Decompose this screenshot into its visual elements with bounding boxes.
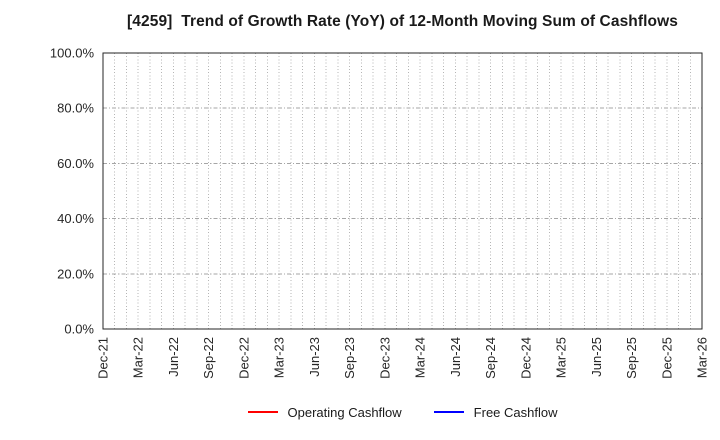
x-tick-label: Sep-23 <box>342 337 357 379</box>
y-tick-label: 80.0% <box>57 101 94 116</box>
x-tick-label: Jun-22 <box>166 337 181 377</box>
y-tick-label: 20.0% <box>57 266 94 281</box>
x-tick-label: Sep-22 <box>201 337 216 379</box>
y-tick-label: 0.0% <box>64 322 94 337</box>
x-tick-label: Mar-24 <box>413 337 428 378</box>
legend-item-free-cashflow: Free Cashflow <box>433 404 558 420</box>
x-tick-label: Sep-25 <box>624 337 639 379</box>
x-tick-label: Mar-23 <box>272 337 287 378</box>
plot-border <box>102 52 703 330</box>
x-tick-label: Dec-22 <box>236 337 251 379</box>
x-tick-label: Dec-24 <box>518 337 533 379</box>
x-tick-label: Mar-25 <box>554 337 569 378</box>
x-tick-label: Dec-25 <box>659 337 674 379</box>
operating-cashflow-line-swatch <box>247 410 278 414</box>
x-tick-label: Dec-21 <box>96 337 111 379</box>
x-tick-label: Dec-23 <box>377 337 392 379</box>
x-tick-label: Mar-26 <box>695 337 710 378</box>
x-tick-label: Jun-23 <box>307 337 322 377</box>
legend-label-operating-cashflow: Operating Cashflow <box>287 404 402 420</box>
legend: Operating Cashflow Free Cashflow <box>103 403 702 421</box>
plot-area: 0.0% 20.0% 40.0% 60.0% 80.0% 100.0% Dec-21 Mar-… <box>50 46 710 379</box>
free-cashflow-line-swatch <box>433 410 464 414</box>
x-tick-label: Mar-22 <box>131 337 146 378</box>
chart-title: [4259] Trend of Growth Rate (YoY) of 12-… <box>127 13 678 30</box>
y-tick-label: 40.0% <box>57 211 94 226</box>
legend-item-operating-cashflow: Operating Cashflow <box>247 404 402 420</box>
legend-label-free-cashflow: Free Cashflow <box>473 404 558 420</box>
x-tick-label: Jun-24 <box>448 337 463 377</box>
y-tick-label: 60.0% <box>57 156 94 171</box>
x-tick-label: Jun-25 <box>589 337 604 377</box>
x-tick-label: Sep-24 <box>483 337 498 379</box>
y-tick-label: 100.0% <box>50 46 95 61</box>
